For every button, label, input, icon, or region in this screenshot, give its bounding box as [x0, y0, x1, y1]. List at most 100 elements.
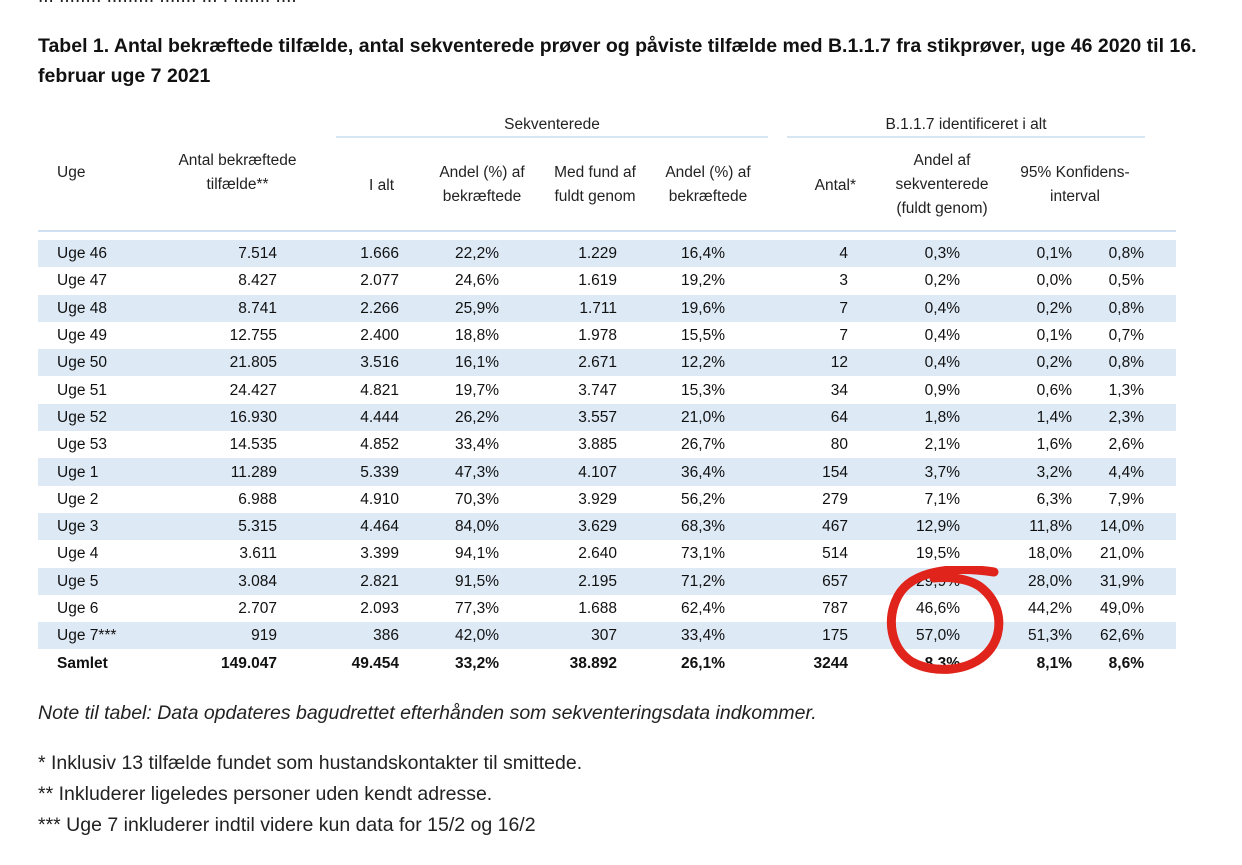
table-row: Uge 3 5.315 4.464 84,0% 3.629 68,3% 467 12,9% 11… [38, 512, 1176, 541]
cell-antal: 467 [725, 512, 848, 541]
cell-uge: Uge 51 [57, 381, 107, 399]
cell-ci-high: 0,8% [1072, 294, 1144, 322]
cell-andel-2: 26,1% [681, 654, 725, 672]
cell-confirmed: 11.289 [160, 458, 277, 486]
data-table: Uge 46 7.514 1.666 22,2% 1.229 16,4% 4 0,3% 0,1%… [38, 240, 1176, 677]
cell-andel-1: 91,5% [399, 567, 499, 595]
cell-ci-low: 8,1% [1036, 654, 1072, 672]
cell-med-fund: 2.671 [499, 349, 617, 377]
cell-andel-sekventerede: 19,5% [916, 545, 960, 563]
cell-andel-1: 42,0% [399, 622, 499, 650]
cell-ci-high: 14,0% [1072, 512, 1144, 541]
cell-spacer [1144, 567, 1176, 595]
cell-uge: Uge 52 [38, 403, 160, 432]
table-row: Uge 52 16.930 4.444 26,2% 3.557 21,0% 64 1,8% 1,… [38, 403, 1176, 432]
cell-andel-1: 33,2% [455, 654, 499, 672]
table-row: Uge 6 2.707 2.093 77,3% 1.688 62,4% 787 46,6% 44… [38, 595, 1176, 622]
cell-antal: 154 [725, 458, 848, 486]
footnote-2: ** Inkluderer ligeledes personer uden ke… [38, 783, 493, 805]
group-rule-b117 [787, 136, 1145, 138]
table-row: Uge 46 7.514 1.666 22,2% 1.229 16,4% 4 0,3% 0,1%… [38, 240, 1176, 268]
cell-spacer [1144, 512, 1176, 541]
cell-i-alt: 2.266 [277, 294, 399, 322]
cell-confirmed: 12.755 [229, 327, 277, 345]
table-row: Uge 1 11.289 5.339 47,3% 4.107 36,4% 154 3,7% 3,… [38, 458, 1176, 486]
cell-andel-1: 16,1% [399, 349, 499, 377]
cell-i-alt: 2.821 [277, 567, 399, 595]
cell-confirmed: 149.047 [220, 654, 277, 672]
cell-uge: Samlet [57, 654, 108, 672]
cell-ci-high: 49,0% [1100, 600, 1144, 617]
cell-ci-low: 44,2% [1028, 600, 1072, 617]
cell-spacer [1144, 240, 1176, 268]
cell-med-fund: 38.892 [569, 654, 617, 672]
cell-andel-1: 22,2% [399, 240, 499, 268]
cell-antal: 7 [839, 327, 848, 345]
cell-spacer [1144, 486, 1176, 513]
cell-med-fund: 4.107 [499, 458, 617, 486]
table-total-row: Samlet 149.047 49.454 33,2% 38.892 26,1% 3244 8… [38, 649, 1176, 676]
cell-med-fund: 1.978 [578, 327, 617, 345]
cell-andel-2: 71,2% [617, 567, 725, 595]
cell-confirmed: 3.611 [239, 545, 277, 563]
cell-andel-2: 12,2% [617, 349, 725, 377]
cell-ci-high: 31,9% [1072, 567, 1144, 595]
col-header-andel-1: Andel (%) af bekræftede [439, 164, 525, 205]
cell-med-fund: 3.885 [578, 436, 617, 454]
cell-uge: Uge 3 [38, 512, 160, 541]
col-header-andel-sekventerede: Andel af sekventerede (fuldt genom) [895, 152, 989, 217]
cell-confirmed: 5.315 [160, 512, 277, 541]
cell-i-alt: 5.339 [277, 458, 399, 486]
cell-ci-low: 28,0% [960, 567, 1072, 595]
cell-ci-low: 0,2% [960, 294, 1072, 322]
cell-andel-2: 19,6% [617, 294, 725, 322]
cell-i-alt: 3.399 [360, 545, 399, 563]
cell-confirmed: 919 [160, 622, 277, 650]
cell-andel-2: 33,4% [617, 622, 725, 650]
cell-uge: Uge 50 [38, 349, 160, 377]
cell-med-fund: 1.688 [578, 600, 617, 617]
cell-confirmed: 24.427 [229, 381, 277, 399]
cell-andel-1: 77,3% [455, 600, 499, 617]
cell-andel-1: 70,3% [455, 490, 499, 508]
cell-ci-low: 0,1% [1036, 327, 1072, 345]
col-header-i-alt: I alt [369, 177, 394, 194]
cell-andel-2: 68,3% [617, 512, 725, 541]
cell-uge: Uge 1 [38, 458, 160, 486]
col-header-andel-2: Andel (%) af bekræftede [665, 164, 751, 205]
cell-andel-sekventerede: 1,8% [848, 403, 960, 432]
cell-andel-1: 18,8% [455, 327, 499, 345]
cell-andel-1: 94,1% [455, 545, 499, 563]
cell-med-fund: 3.747 [578, 381, 617, 399]
cell-ci-high: 62,6% [1072, 622, 1144, 650]
table-row: Uge 49 12.755 2.400 18,8% 1.978 15,5% 7 0,4% 0,1… [38, 322, 1176, 349]
cell-confirmed: 3.084 [160, 567, 277, 595]
cell-andel-1: 19,7% [455, 381, 499, 399]
cell-spacer [1144, 267, 1176, 294]
cell-med-fund: 1.619 [578, 272, 617, 290]
cell-confirmed: 14.535 [229, 436, 277, 454]
cell-ci-high: 0,7% [1108, 327, 1144, 345]
cell-antal: 657 [725, 567, 848, 595]
cell-andel-1: 25,9% [399, 294, 499, 322]
group-header-sequenced: Sekventerede [504, 116, 600, 133]
table-note: Note til tabel: Data opdateres bagudrett… [38, 702, 817, 724]
cell-andel-2: 73,1% [681, 545, 725, 563]
cell-andel-2: 15,5% [681, 327, 725, 345]
cell-ci-low: 6,3% [1036, 490, 1072, 508]
cell-andel-sekventerede: 29,9% [848, 567, 960, 595]
cell-andel-sekventerede: 8,3% [924, 654, 960, 672]
cell-antal: 4 [725, 240, 848, 268]
cell-andel-sekventerede: 0,4% [848, 349, 960, 377]
cell-antal: 12 [725, 349, 848, 377]
cell-andel-sekventerede: 3,7% [848, 458, 960, 486]
cell-antal: 514 [822, 545, 848, 563]
header-rule [38, 230, 1176, 232]
cell-spacer [1144, 403, 1176, 432]
col-header-ci: 95% Konfidens-interval [1020, 164, 1130, 205]
cell-andel-sekventerede: 57,0% [848, 622, 960, 650]
cell-confirmed: 6.988 [238, 490, 277, 508]
cell-ci-low: 11,8% [960, 512, 1072, 541]
cell-ci-high: 0,5% [1108, 272, 1144, 290]
cell-ci-high: 0,8% [1072, 349, 1144, 377]
